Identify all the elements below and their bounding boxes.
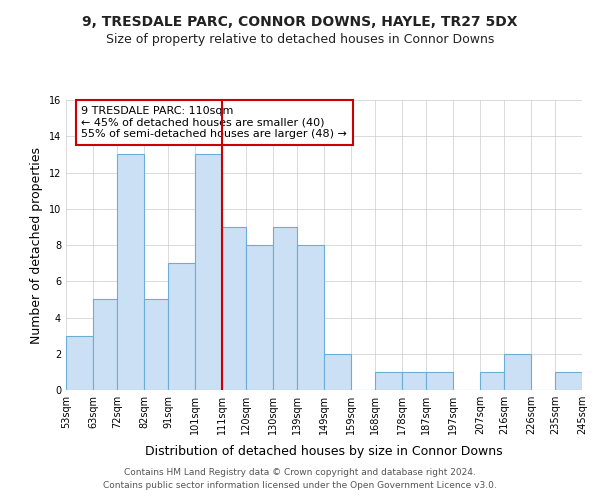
Bar xyxy=(555,372,582,390)
Bar xyxy=(93,300,117,390)
Bar xyxy=(117,154,144,390)
Text: Size of property relative to detached houses in Connor Downs: Size of property relative to detached ho… xyxy=(106,32,494,46)
Bar xyxy=(297,245,324,390)
Bar xyxy=(273,227,297,390)
Bar xyxy=(402,372,426,390)
Bar xyxy=(375,372,402,390)
Bar xyxy=(504,354,531,390)
Bar xyxy=(168,263,195,390)
Text: 9, TRESDALE PARC, CONNOR DOWNS, HAYLE, TR27 5DX: 9, TRESDALE PARC, CONNOR DOWNS, HAYLE, T… xyxy=(82,15,518,29)
Bar xyxy=(222,227,246,390)
Bar xyxy=(246,245,273,390)
Bar xyxy=(195,154,222,390)
Text: Contains HM Land Registry data © Crown copyright and database right 2024.
Contai: Contains HM Land Registry data © Crown c… xyxy=(103,468,497,490)
Bar xyxy=(480,372,504,390)
Text: 9 TRESDALE PARC: 110sqm
← 45% of detached houses are smaller (40)
55% of semi-de: 9 TRESDALE PARC: 110sqm ← 45% of detache… xyxy=(82,106,347,139)
Bar xyxy=(66,336,93,390)
Bar xyxy=(144,300,168,390)
Y-axis label: Number of detached properties: Number of detached properties xyxy=(30,146,43,344)
Bar xyxy=(324,354,351,390)
X-axis label: Distribution of detached houses by size in Connor Downs: Distribution of detached houses by size … xyxy=(145,446,503,458)
Bar xyxy=(426,372,453,390)
